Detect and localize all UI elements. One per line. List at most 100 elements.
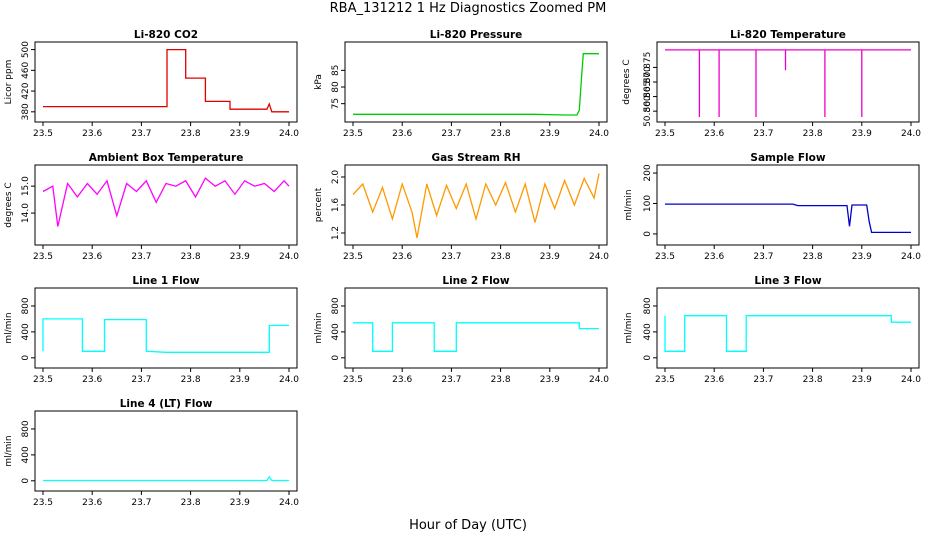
y-axis-label: ml/min — [314, 312, 324, 343]
plot-frame — [34, 410, 298, 492]
x-tick-label: 24.0 — [901, 129, 921, 139]
x-tick-label: 23.9 — [540, 252, 560, 262]
y-axis-label: ml/min — [624, 189, 634, 220]
x-tick-label: 23.5 — [33, 129, 53, 139]
x-tick-label: 23.7 — [753, 129, 773, 139]
x-tick-label: 23.9 — [230, 252, 250, 262]
x-tick-label: 23.9 — [852, 252, 872, 262]
x-tick-label: 23.8 — [803, 252, 823, 262]
y-tick-label: 50.865 — [643, 81, 653, 113]
chart-panel-rh: Gas Stream RH percent 23.5 23.6 23.7 23.8 23… — [314, 152, 609, 262]
plot-frame — [656, 41, 920, 123]
y-tick-label: 50.875 — [643, 52, 653, 84]
panel-title: Li-820 Temperature — [730, 29, 846, 41]
x-tick-label: 23.7 — [441, 375, 461, 385]
x-tick-label: 23.9 — [852, 129, 872, 139]
y-tick-label: 50.860 — [643, 95, 653, 127]
panel-title: Line 2 Flow — [442, 275, 509, 287]
chart-panel-sample-flow: Sample Flow ml/min 23.5 23.6 23.7 23.8 23.9 2… — [624, 152, 921, 262]
x-tick-label: 23.6 — [392, 252, 412, 262]
chart-panel-line3: Line 3 Flow ml/min 23.5 23.6 23.7 23.8 23.9 2… — [624, 275, 921, 385]
panel-title: Gas Stream RH — [431, 152, 520, 164]
y-tick-label: 400 — [21, 446, 31, 463]
y-axis-label: kPa — [314, 74, 324, 90]
y-tick-label: 85 — [331, 65, 341, 76]
x-tick-label: 23.6 — [704, 375, 724, 385]
panel-title: Li-820 CO2 — [134, 29, 198, 41]
y-axis-label: ml/min — [4, 312, 14, 343]
chart-panel-line4: Line 4 (LT) Flow ml/min 23.5 23.6 23.7 23.8… — [4, 398, 299, 508]
x-tick-label: 24.0 — [279, 129, 299, 139]
x-tick-label: 23.9 — [230, 375, 250, 385]
x-tick-label: 23.8 — [491, 129, 511, 139]
x-tick-label: 23.8 — [803, 375, 823, 385]
chart-panel-pressure: Li-820 Pressure kPa 23.5 23.6 23.7 23.8 23.9… — [314, 29, 609, 139]
x-tick-label: 24.0 — [901, 252, 921, 262]
y-tick-label: 500 — [21, 41, 31, 58]
plot-frame — [344, 41, 608, 123]
y-tick-label: 0 — [331, 355, 341, 361]
x-tick-label: 23.5 — [33, 252, 53, 262]
y-tick-label: 1.6 — [331, 198, 341, 213]
x-tick-label: 23.9 — [540, 375, 560, 385]
y-tick-label: 200 — [643, 164, 653, 181]
y-tick-label: 75 — [331, 98, 341, 109]
plot-frame — [34, 164, 298, 246]
x-tick-label: 23.6 — [82, 375, 102, 385]
x-tick-label: 23.6 — [82, 498, 102, 508]
chart-panel-li820-temperature: Li-820 Temperature degrees C 23.5 23.6 23.… — [622, 29, 921, 139]
series-line — [43, 48, 289, 113]
series-line — [42, 318, 289, 353]
y-axis-label: ml/min — [624, 312, 634, 343]
y-tick-label: 800 — [643, 297, 653, 314]
plot-frame — [34, 287, 298, 369]
series-line — [43, 475, 289, 482]
y-tick-label: 100 — [643, 195, 653, 212]
x-tick-label: 23.5 — [33, 375, 53, 385]
x-tick-label: 23.8 — [181, 129, 201, 139]
panel-title: Ambient Box Temperature — [89, 152, 244, 164]
x-tick-label: 23.9 — [540, 129, 560, 139]
panel-title: Li-820 Pressure — [430, 29, 523, 41]
series-line — [42, 177, 290, 227]
x-tick-label: 23.8 — [803, 129, 823, 139]
x-tick-label: 23.5 — [343, 129, 363, 139]
y-tick-label: 0 — [21, 355, 31, 361]
x-tick-label: 23.8 — [181, 375, 201, 385]
y-tick-label: 15.0 — [21, 176, 31, 196]
x-tick-label: 24.0 — [589, 129, 609, 139]
x-tick-label: 23.6 — [704, 129, 724, 139]
y-axis-label: degrees C — [4, 182, 14, 227]
y-tick-label: 400 — [643, 323, 653, 340]
x-tick-label: 24.0 — [279, 375, 299, 385]
y-tick-label: 800 — [21, 297, 31, 314]
panel-title: Line 4 (LT) Flow — [120, 398, 213, 410]
y-tick-label: 1.2 — [331, 226, 341, 240]
y-tick-label: 380 — [21, 103, 31, 120]
plot-frame — [344, 287, 608, 369]
series-line — [353, 322, 599, 352]
panel-title: Line 3 Flow — [754, 275, 821, 287]
plot-frame — [656, 164, 920, 246]
x-tick-label: 23.9 — [230, 498, 250, 508]
x-tick-label: 23.6 — [82, 252, 102, 262]
y-tick-label: 0 — [643, 355, 653, 361]
y-tick-label: 400 — [331, 323, 341, 340]
x-tick-label: 23.5 — [343, 252, 363, 262]
y-tick-label: 0 — [21, 478, 31, 484]
y-tick-label: 80 — [331, 81, 341, 93]
x-tick-label: 23.8 — [181, 498, 201, 508]
x-tick-label: 23.7 — [131, 252, 151, 262]
y-tick-label: 2.0 — [331, 170, 341, 185]
y-tick-label: 14.0 — [21, 203, 31, 223]
series-line — [353, 53, 599, 116]
y-axis-label: degrees C — [622, 59, 632, 104]
x-axis-label: Hour of Day (UTC) — [409, 518, 527, 533]
x-tick-label: 23.8 — [491, 375, 511, 385]
x-tick-label: 23.7 — [131, 375, 151, 385]
y-tick-label: 50.870 — [643, 66, 653, 98]
x-tick-label: 23.7 — [131, 498, 151, 508]
x-tick-label: 23.5 — [655, 375, 675, 385]
y-axis-label: Licor ppm — [4, 60, 14, 105]
x-tick-label: 23.5 — [655, 252, 675, 262]
